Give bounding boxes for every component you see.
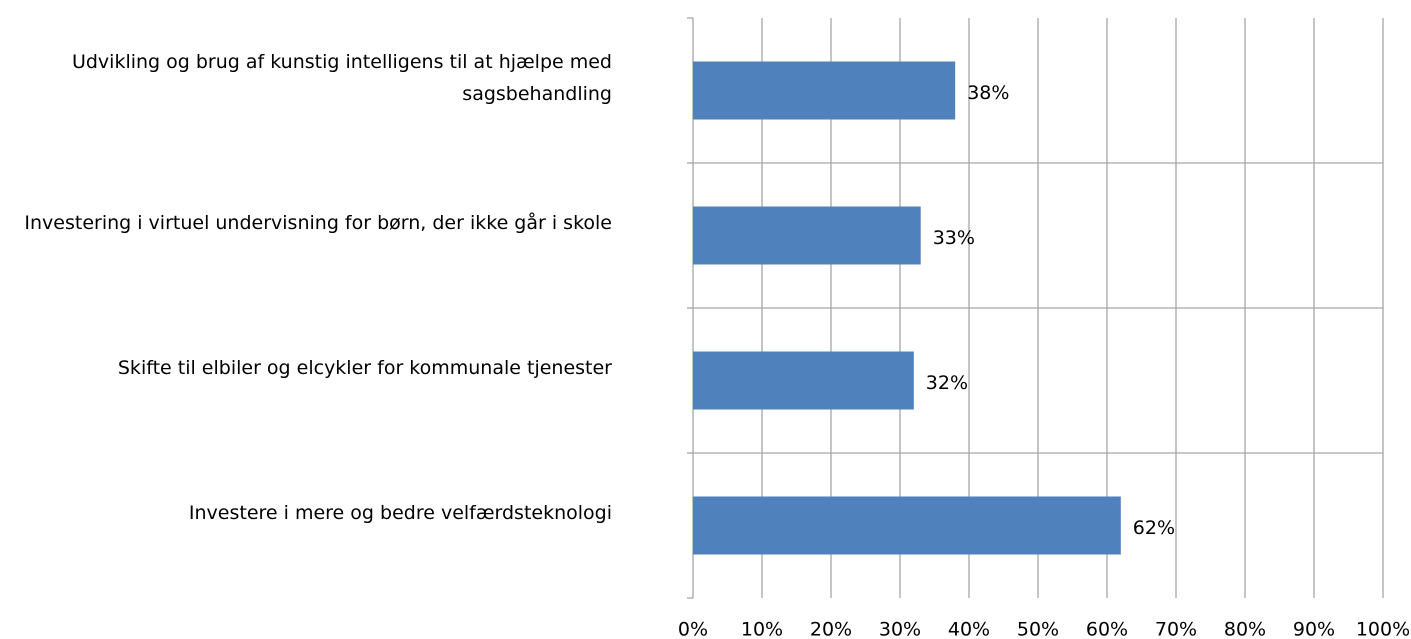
x-tick-label: 20% (810, 619, 852, 639)
y-tick-label: Investering i virtuel undervisning for b… (24, 211, 612, 234)
data-label: 33% (933, 227, 975, 249)
bar (693, 496, 1121, 555)
x-tick-label: 30% (879, 619, 921, 639)
y-tick-label: Investere i mere og bedre velfærdsteknol… (188, 501, 612, 524)
y-tick-label: Skifte til elbiler og elcykler for kommu… (117, 356, 612, 379)
bar (693, 351, 914, 410)
bar (693, 61, 956, 120)
x-tick-label: 50% (1017, 619, 1059, 639)
data-label: 62% (1133, 517, 1175, 539)
y-tick-label: Udvikling og brug af kunstig intelligens… (71, 50, 612, 105)
bar (693, 206, 921, 265)
x-tick-label: 10% (741, 619, 783, 639)
x-tick-label: 60% (1086, 619, 1128, 639)
x-tick-label: 90% (1293, 619, 1335, 639)
data-label: 32% (926, 372, 968, 394)
x-tick-label: 70% (1155, 619, 1197, 639)
data-label: 38% (967, 82, 1009, 104)
x-tick-label: 40% (948, 619, 990, 639)
x-tick-label: 100% (1356, 619, 1410, 639)
x-tick-label: 0% (678, 619, 708, 639)
x-tick-label: 80% (1224, 619, 1266, 639)
